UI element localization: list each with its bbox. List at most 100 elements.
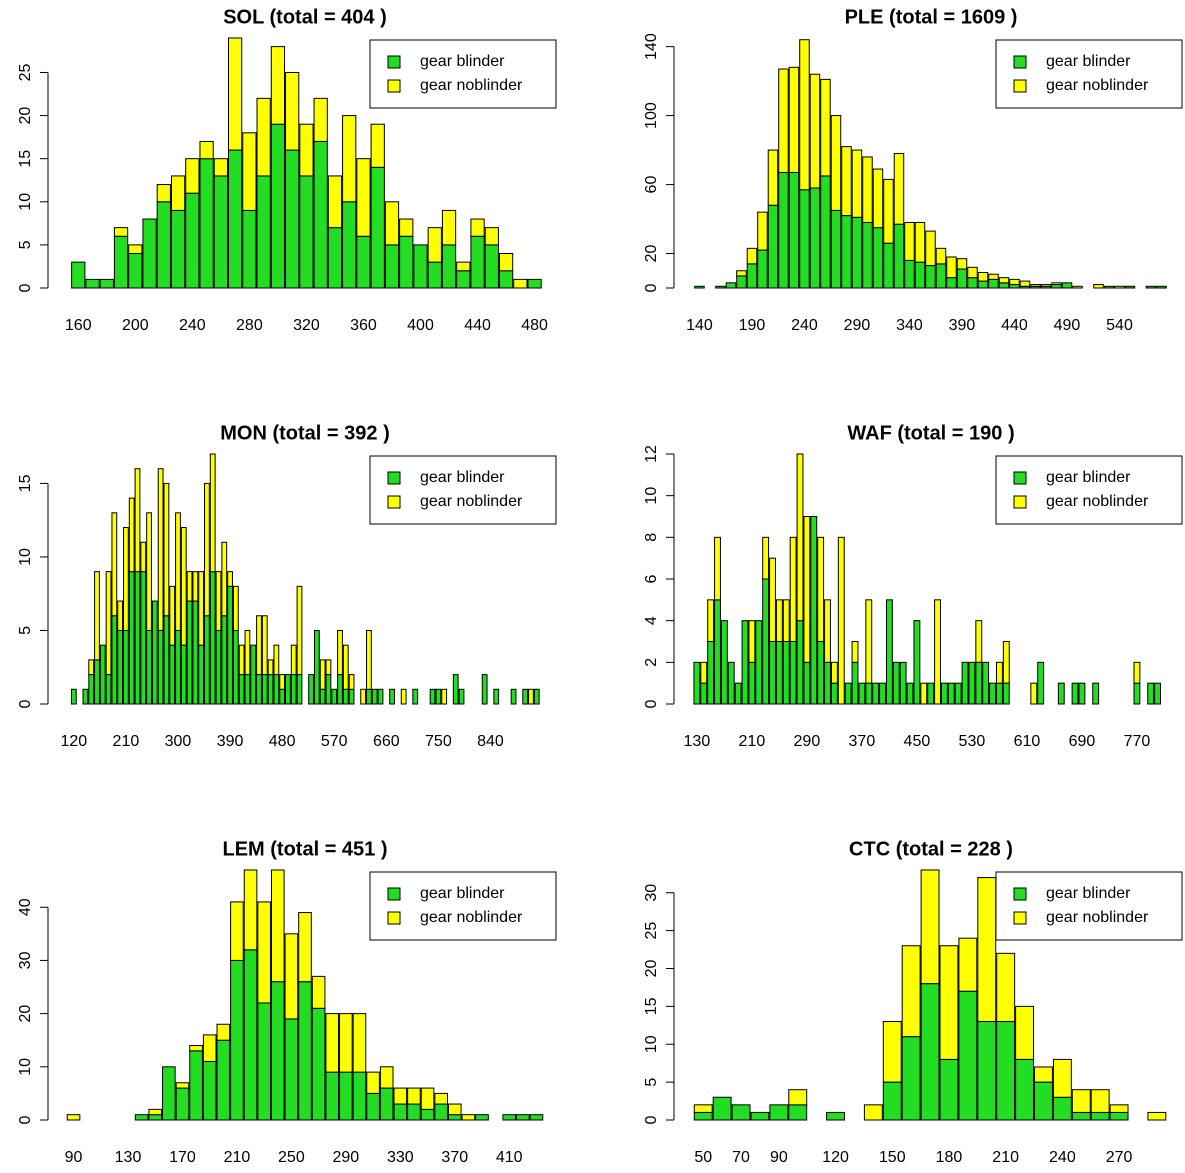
bar-segment <box>279 688 286 705</box>
x-tick-label: 480 <box>521 317 548 334</box>
y-tick-label: 0 <box>643 283 660 292</box>
bar-segment <box>824 661 831 705</box>
bar-segment <box>757 249 768 289</box>
bar-segment <box>88 674 95 705</box>
legend-swatch <box>387 911 401 925</box>
bar-segment <box>533 688 540 705</box>
legend-label: gear blinder <box>1046 469 1131 486</box>
x-tick-label: 490 <box>1054 317 1081 334</box>
x-tick-label: 530 <box>959 733 986 750</box>
bar-segment <box>284 1018 299 1121</box>
bar-segment <box>185 158 200 194</box>
bar-segment <box>1034 1081 1053 1121</box>
y-tick-label: 5 <box>643 1078 660 1087</box>
y-tick-label: 15 <box>643 997 660 1015</box>
x-tick-label: 280 <box>236 317 263 334</box>
y-tick-label: 20 <box>643 245 660 263</box>
bar-segment <box>157 468 164 631</box>
x-tick-label: 320 <box>293 317 320 334</box>
x-tick-label: 190 <box>739 317 766 334</box>
legend-swatch <box>387 79 401 93</box>
bar-segment <box>844 682 852 705</box>
bar-segment <box>694 285 705 289</box>
bar-segment <box>244 629 251 676</box>
bar-segment <box>769 641 776 705</box>
bar-segment <box>216 1039 231 1121</box>
x-tick-label: 480 <box>269 733 296 750</box>
bar-segment <box>782 599 790 642</box>
bar-segment <box>156 184 171 203</box>
y-tick-label: 100 <box>643 102 660 129</box>
bar-segment <box>447 1103 462 1116</box>
bar-segment <box>279 674 286 690</box>
bar-segment <box>186 600 193 705</box>
bar-segment <box>356 158 371 237</box>
bar-segment <box>920 682 928 705</box>
bar-segment <box>700 661 708 684</box>
bar-segment <box>85 278 100 289</box>
bar-segment <box>788 66 800 173</box>
x-tick-label: 440 <box>464 317 491 334</box>
bar-segment <box>803 661 811 705</box>
bar-segment <box>830 682 838 705</box>
chart-title: CTC (total = 228 ) <box>849 838 1013 860</box>
x-tick-label: 240 <box>791 317 818 334</box>
bar-segment <box>242 132 257 211</box>
legend-label: gear noblinder <box>1046 909 1149 926</box>
bar-segment <box>788 171 800 289</box>
bar-segment <box>939 1058 959 1121</box>
bar-segment <box>947 682 955 705</box>
y-tick-label: 10 <box>17 1058 34 1076</box>
bar-segment <box>202 1060 217 1121</box>
bar-segment <box>767 204 779 289</box>
bar-segment <box>325 1071 340 1121</box>
bar-segment <box>82 688 89 705</box>
bar-segment <box>213 158 228 177</box>
bar-segment <box>988 273 999 280</box>
y-tick-label: 10 <box>17 548 34 566</box>
y-tick-label: 20 <box>17 1005 34 1023</box>
bar-segment <box>70 688 77 705</box>
y-tick-label: 25 <box>17 63 34 81</box>
bar-segment <box>958 990 978 1121</box>
bar-segment <box>927 682 935 705</box>
bar-segment <box>736 275 747 289</box>
bar-segment <box>296 674 303 705</box>
bar-segment <box>782 641 790 705</box>
bar-segment <box>1093 284 1104 289</box>
bar-segment <box>441 688 448 705</box>
bar-segment <box>117 629 124 705</box>
y-tick-label: 15 <box>17 474 34 492</box>
bar-segment <box>1090 1089 1110 1113</box>
bar-segment <box>977 280 989 289</box>
bar-segment <box>434 1103 448 1121</box>
bar-segment <box>407 1103 421 1121</box>
bar-segment <box>270 981 285 1121</box>
legend-swatch <box>387 887 401 901</box>
bar-segment <box>796 453 804 622</box>
bar-segment <box>434 1092 448 1105</box>
bar-segment <box>256 175 271 289</box>
x-tick-label: 210 <box>113 733 140 750</box>
bar-segment <box>230 959 244 1121</box>
bar-segment <box>270 123 286 289</box>
bar-segment <box>290 674 297 705</box>
bar-segment <box>1147 1111 1167 1121</box>
bar-segment <box>1114 285 1125 289</box>
bar-segment <box>412 688 419 705</box>
bar-segment <box>820 175 831 289</box>
bar-segment <box>741 620 749 705</box>
bar-segment <box>175 629 181 705</box>
legend-label: gear noblinder <box>420 909 523 926</box>
bar-segment <box>202 1034 217 1062</box>
bar-segment <box>1154 682 1161 705</box>
bar-segment <box>767 149 779 206</box>
bar-segment <box>748 661 756 705</box>
legend-swatch <box>387 495 401 509</box>
x-tick-label: 540 <box>1106 317 1133 334</box>
bar-segment <box>123 629 129 705</box>
bar-segment <box>1057 682 1065 705</box>
bar-segment <box>1078 682 1086 705</box>
bar-segment <box>105 571 112 676</box>
